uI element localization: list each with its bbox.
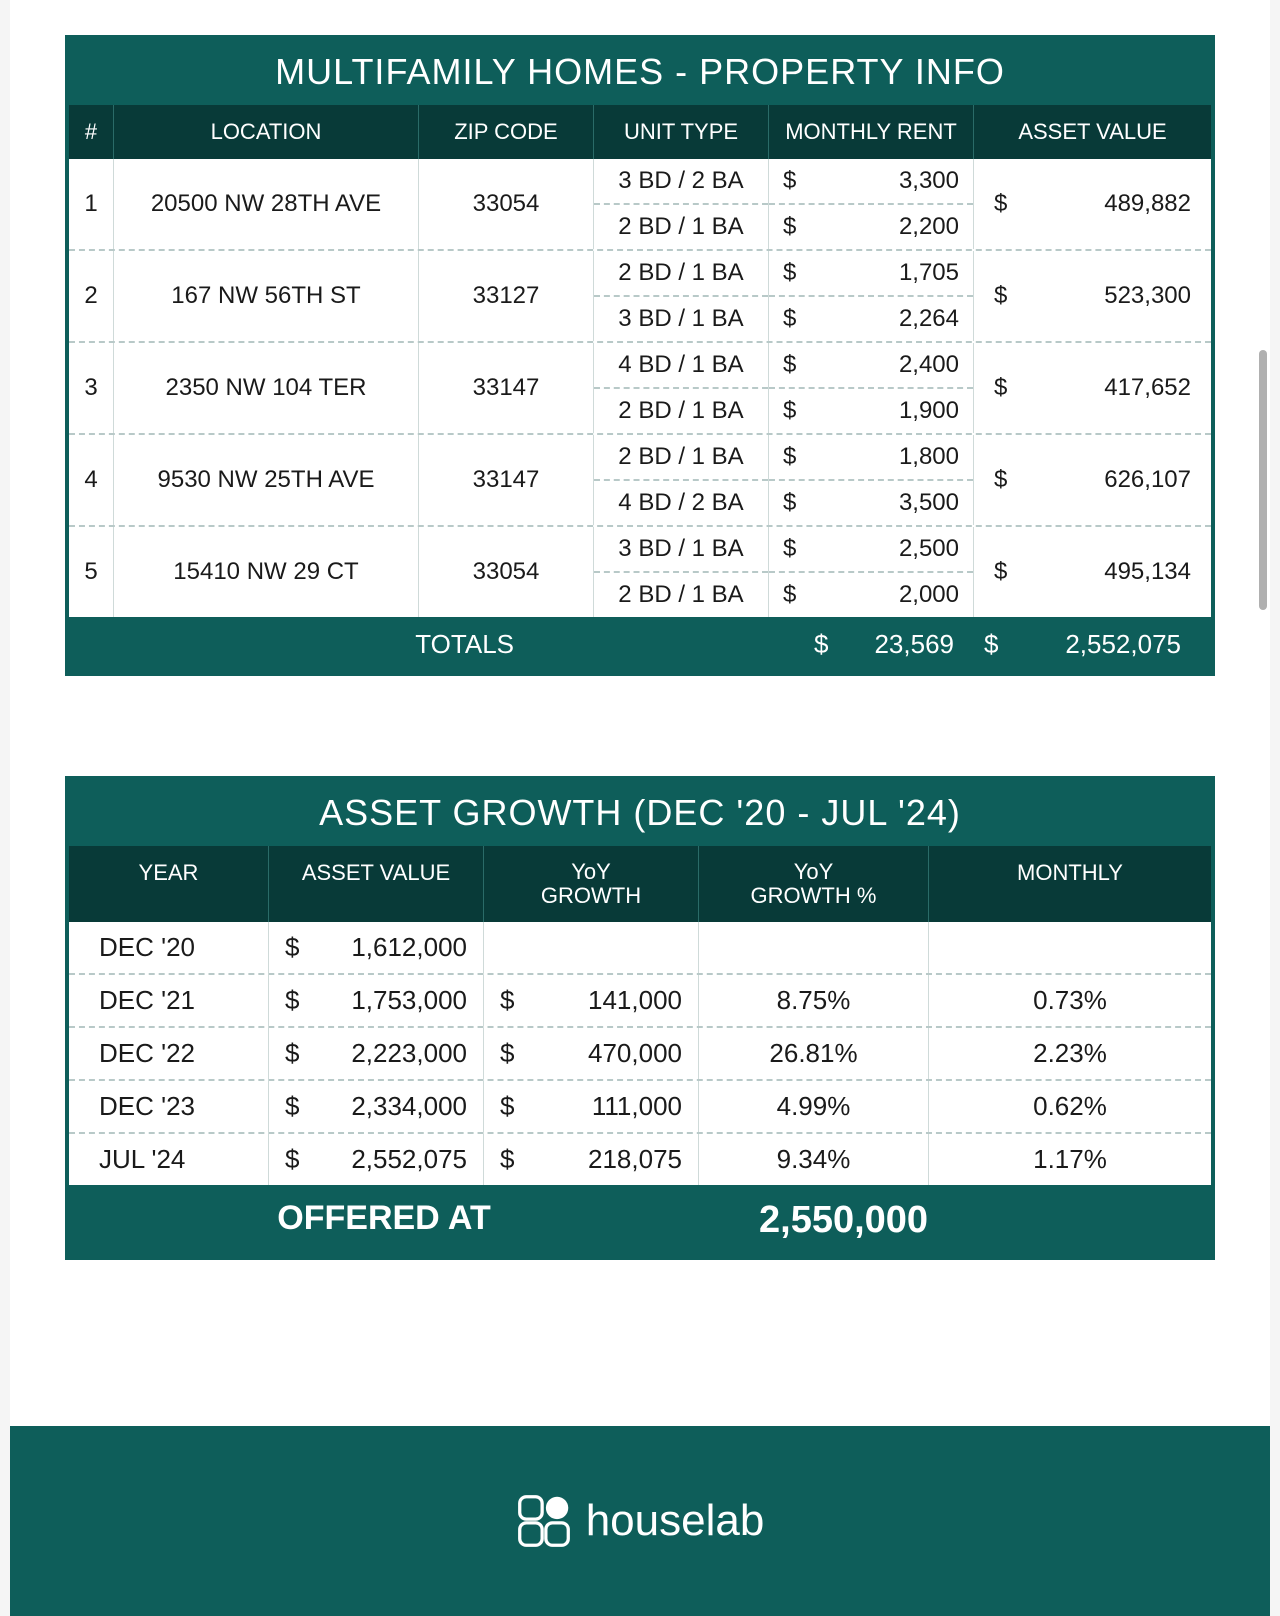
cell-yoy-pct: 8.75%: [699, 975, 929, 1026]
cell-unit-type: 2 BD / 1 BA3 BD / 1 BA: [594, 251, 769, 341]
cell-year: DEC '23: [69, 1081, 269, 1132]
header-asset-value: ASSET VALUE: [974, 105, 1211, 159]
cell-zip: 33127: [419, 251, 594, 341]
table-row: 120500 NW 28TH AVE330543 BD / 2 BA2 BD /…: [69, 159, 1211, 251]
header-year: YEAR: [69, 846, 269, 922]
scrollbar-track[interactable]: [1258, 0, 1268, 1616]
footer-brand: houselab: [586, 1496, 765, 1546]
cell-yoy-growth: [484, 922, 699, 973]
cell-asset: $417,652: [974, 343, 1211, 433]
cell-asset: $495,134: [974, 527, 1211, 617]
cell-location: 15410 NW 29 CT: [114, 527, 419, 617]
header-num: #: [69, 105, 114, 159]
cell-zip: 33147: [419, 435, 594, 525]
cell-year: DEC '20: [69, 922, 269, 973]
cell-rent: $2,400$1,900: [769, 343, 974, 433]
cell-yoy-pct: 4.99%: [699, 1081, 929, 1132]
cell-num: 5: [69, 527, 114, 617]
cell-rent: $1,800$3,500: [769, 435, 974, 525]
table-row: 32350 NW 104 TER331474 BD / 1 BA2 BD / 1…: [69, 343, 1211, 435]
totals-label: TOTALS: [69, 629, 594, 660]
offered-label: OFFERED AT: [69, 1199, 699, 1242]
totals-asset: $2,552,075: [974, 629, 1211, 660]
cell-rent: $3,300$2,200: [769, 159, 974, 249]
cell-unit-type: 4 BD / 1 BA2 BD / 1 BA: [594, 343, 769, 433]
table-row: DEC '20$1,612,000: [69, 922, 1211, 975]
houselab-logo-icon: [516, 1493, 572, 1549]
cell-rent: $1,705$2,264: [769, 251, 974, 341]
totals-rent: $23,569: [594, 629, 974, 660]
header-monthly: MONTHLY: [929, 846, 1211, 922]
header-asset-value: ASSET VALUE: [269, 846, 484, 922]
cell-monthly: 0.73%: [929, 975, 1211, 1026]
header-yoy-growth: YoYGROWTH: [484, 846, 699, 922]
cell-unit-type: 2 BD / 1 BA4 BD / 2 BA: [594, 435, 769, 525]
cell-yoy-growth: $141,000: [484, 975, 699, 1026]
growth-header-row: YEAR ASSET VALUE YoYGROWTH YoYGROWTH % M…: [69, 846, 1211, 922]
cell-unit-type: 3 BD / 2 BA2 BD / 1 BA: [594, 159, 769, 249]
cell-year: DEC '21: [69, 975, 269, 1026]
offered-value: 2,550,000: [699, 1199, 1211, 1242]
cell-unit-type: 3 BD / 1 BA2 BD / 1 BA: [594, 527, 769, 617]
table-row: 49530 NW 25TH AVE331472 BD / 1 BA4 BD / …: [69, 435, 1211, 527]
cell-asset: $523,300: [974, 251, 1211, 341]
cell-num: 1: [69, 159, 114, 249]
cell-yoy-growth: $218,075: [484, 1134, 699, 1185]
cell-yoy-pct: 9.34%: [699, 1134, 929, 1185]
table-row: JUL '24$2,552,075$218,0759.34%1.17%: [69, 1134, 1211, 1185]
cell-monthly: 1.17%: [929, 1134, 1211, 1185]
cell-zip: 33054: [419, 159, 594, 249]
cell-yoy-pct: [699, 922, 929, 973]
cell-asset: $626,107: [974, 435, 1211, 525]
cell-num: 2: [69, 251, 114, 341]
asset-growth-table: ASSET GROWTH (DEC '20 - JUL '24) YEAR AS…: [65, 776, 1215, 1260]
footer-bar: houselab: [10, 1426, 1270, 1616]
growth-table-title: ASSET GROWTH (DEC '20 - JUL '24): [69, 780, 1211, 846]
property-header-row: # LOCATION ZIP CODE UNIT TYPE MONTHLY RE…: [69, 105, 1211, 159]
cell-monthly: 0.62%: [929, 1081, 1211, 1132]
growth-table-body: DEC '20$1,612,000DEC '21$1,753,000$141,0…: [69, 922, 1211, 1185]
table-row: DEC '22$2,223,000$470,00026.81%2.23%: [69, 1028, 1211, 1081]
cell-monthly: 2.23%: [929, 1028, 1211, 1079]
table-row: DEC '21$1,753,000$141,0008.75%0.73%: [69, 975, 1211, 1028]
offered-row: OFFERED AT 2,550,000: [69, 1185, 1211, 1256]
property-totals-row: TOTALS $23,569 $2,552,075: [69, 617, 1211, 672]
cell-year: DEC '22: [69, 1028, 269, 1079]
cell-year: JUL '24: [69, 1134, 269, 1185]
cell-yoy-growth: $470,000: [484, 1028, 699, 1079]
cell-num: 3: [69, 343, 114, 433]
cell-yoy-pct: 26.81%: [699, 1028, 929, 1079]
property-table-title: MULTIFAMILY HOMES - PROPERTY INFO: [69, 39, 1211, 105]
scrollbar-thumb[interactable]: [1259, 350, 1267, 610]
cell-asset-value: $1,612,000: [269, 922, 484, 973]
cell-location: 9530 NW 25TH AVE: [114, 435, 419, 525]
table-row: 515410 NW 29 CT330543 BD / 1 BA2 BD / 1 …: [69, 527, 1211, 617]
table-row: 2167 NW 56TH ST331272 BD / 1 BA3 BD / 1 …: [69, 251, 1211, 343]
header-unit-type: UNIT TYPE: [594, 105, 769, 159]
cell-location: 167 NW 56TH ST: [114, 251, 419, 341]
cell-yoy-growth: $111,000: [484, 1081, 699, 1132]
cell-asset-value: $1,753,000: [269, 975, 484, 1026]
property-table-body: 120500 NW 28TH AVE330543 BD / 2 BA2 BD /…: [69, 159, 1211, 617]
cell-zip: 33147: [419, 343, 594, 433]
header-location: LOCATION: [114, 105, 419, 159]
header-yoy-growth-pct: YoYGROWTH %: [699, 846, 929, 922]
cell-asset: $489,882: [974, 159, 1211, 249]
cell-asset-value: $2,223,000: [269, 1028, 484, 1079]
cell-asset-value: $2,552,075: [269, 1134, 484, 1185]
header-zip: ZIP CODE: [419, 105, 594, 159]
cell-rent: $2,500$2,000: [769, 527, 974, 617]
cell-location: 20500 NW 28TH AVE: [114, 159, 419, 249]
cell-monthly: [929, 922, 1211, 973]
cell-asset-value: $2,334,000: [269, 1081, 484, 1132]
property-info-table: MULTIFAMILY HOMES - PROPERTY INFO # LOCA…: [65, 35, 1215, 676]
cell-zip: 33054: [419, 527, 594, 617]
table-row: DEC '23$2,334,000$111,0004.99%0.62%: [69, 1081, 1211, 1134]
cell-location: 2350 NW 104 TER: [114, 343, 419, 433]
header-monthly-rent: MONTHLY RENT: [769, 105, 974, 159]
cell-num: 4: [69, 435, 114, 525]
